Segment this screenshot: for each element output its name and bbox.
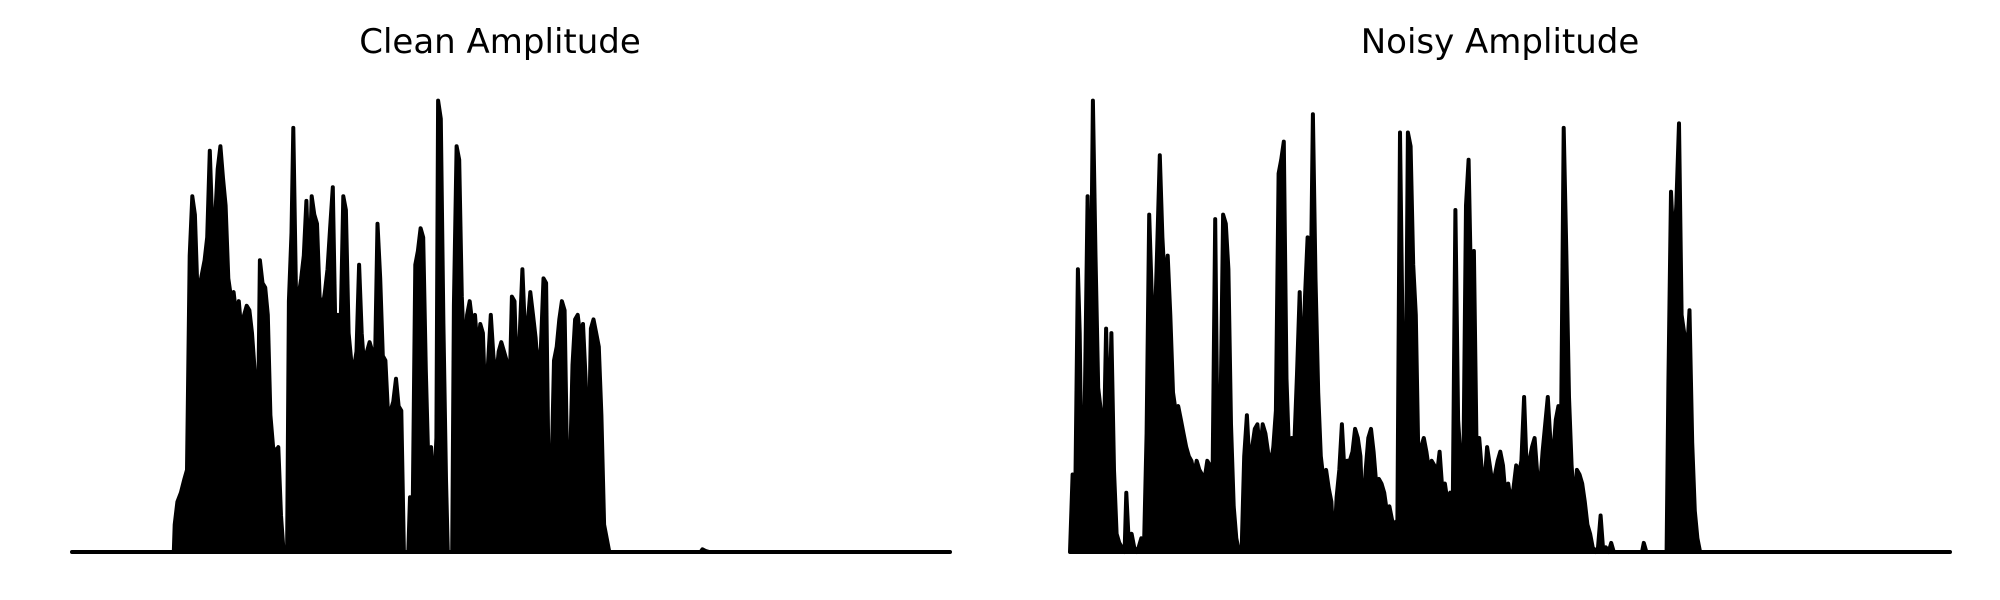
clean-amplitude-panel: Clean Amplitude	[70, 22, 952, 554]
clean-amplitude-plot	[70, 98, 952, 554]
amplitude-area	[70, 98, 952, 554]
chart-title: Clean Amplitude	[359, 22, 641, 62]
chart-title: Noisy Amplitude	[1360, 22, 1640, 62]
noisy-amplitude-panel: Noisy Amplitude	[1000, 0, 2000, 600]
amplitude-area	[1068, 98, 1952, 554]
noisy-amplitude-plot	[1068, 98, 1952, 554]
